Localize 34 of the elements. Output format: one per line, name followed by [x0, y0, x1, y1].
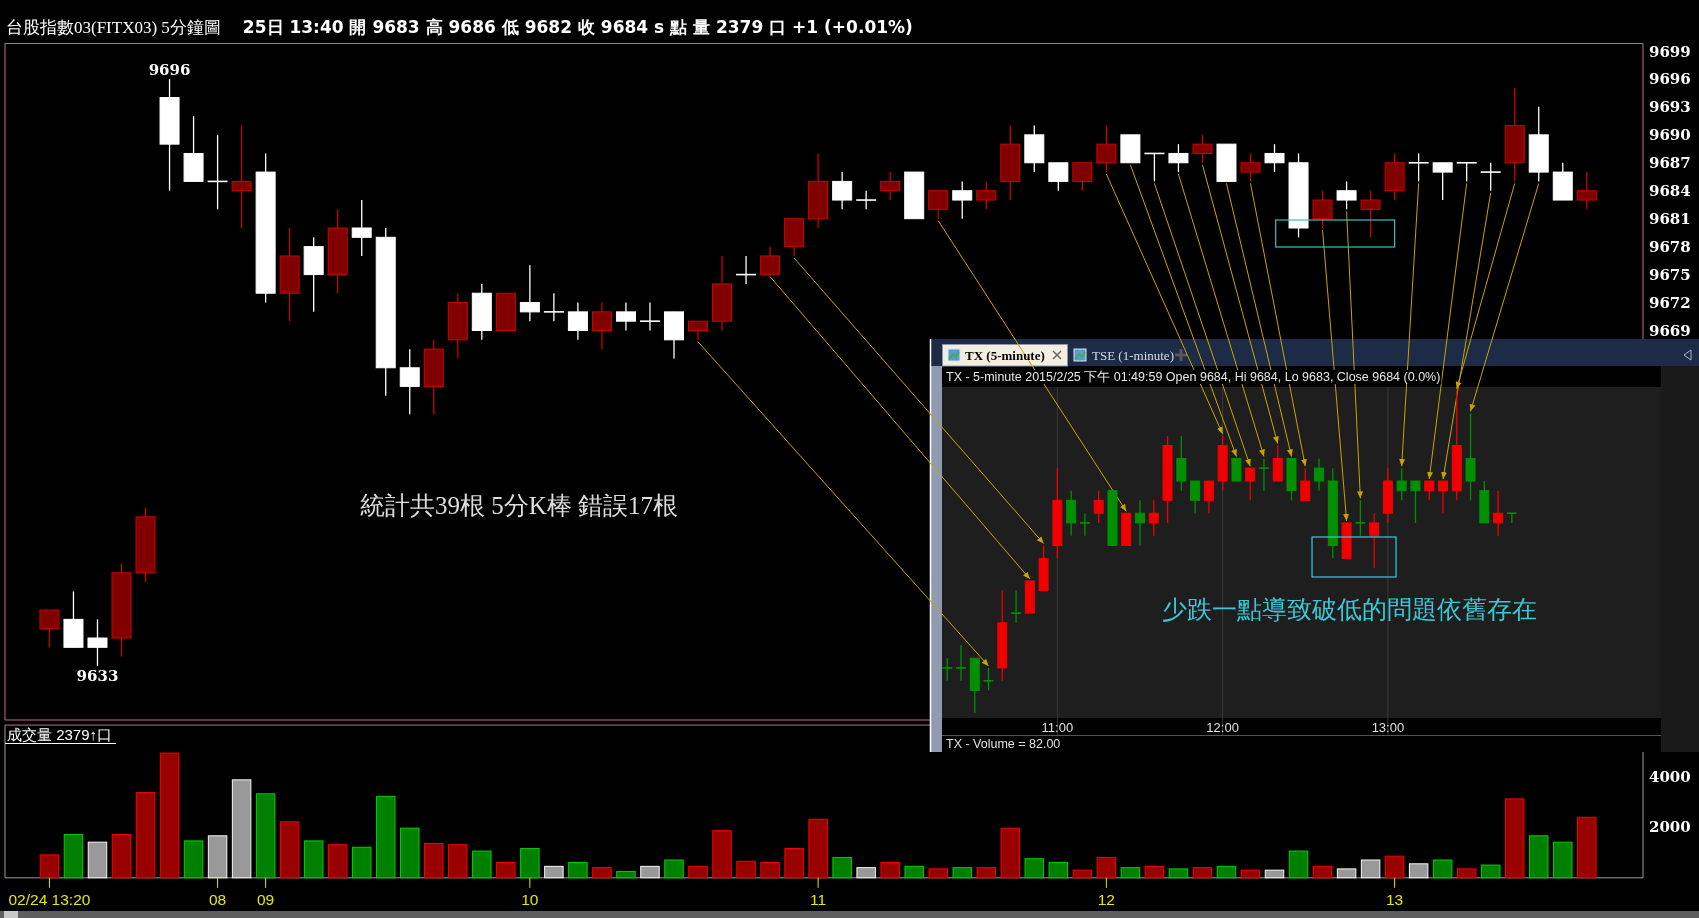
x-tick-label: 09	[257, 891, 275, 908]
x-tick-label: 13	[1386, 891, 1404, 908]
chart-title: TX - 5-minute 2015/2/25 下午 01:49:59 Open 9684, Hi 9684, Lo 9683, Close 9684 (0.0%)	[946, 370, 1441, 384]
y-tick-label: 9693	[1649, 98, 1691, 117]
x-tick-label: 12:00	[1206, 720, 1239, 735]
y-tick-label: 9684	[1649, 182, 1691, 201]
x-tick-label: 11:00	[1041, 720, 1074, 735]
x-tick-label: 12	[1097, 891, 1115, 908]
y-tick-label: 2000	[1649, 818, 1691, 837]
x-tick-label: 13:00	[1371, 720, 1405, 735]
y-tick-label: 9675	[1649, 266, 1691, 285]
chart-title: 成交量 2379↑口	[7, 726, 113, 743]
y-tick-label: 9690	[1649, 126, 1691, 145]
y-tick-label: 9687	[1649, 154, 1691, 173]
y-tick-label: 9699	[1649, 42, 1691, 61]
y-tick-label: 4000	[1649, 767, 1691, 786]
y-tick-label: 9681	[1649, 210, 1691, 229]
annotation: 少跌一點導致破低的問題依舊存在	[1162, 595, 1537, 624]
x-tick-label: 10	[521, 891, 539, 908]
chart-title: 台股指數03(FITX03) 5分鐘圖	[6, 18, 221, 37]
y-tick-label: 9669	[1649, 322, 1691, 341]
x-tick-label: 11	[810, 891, 827, 908]
y-tick-label: 9696	[1649, 70, 1691, 89]
chart-subtitle: 25日 13:40 開 9683 高 9686 低 9682 收 9684 s 點 量 2379 口 +1 (+0.01%)	[242, 17, 913, 37]
x-tick-label: 02/24 13:20	[8, 891, 91, 908]
annotation: 9696	[148, 60, 191, 79]
y-tick-label: 9678	[1649, 238, 1691, 257]
y-tick-label: 9672	[1649, 294, 1691, 313]
annotation: 統計共39根 5分K棒 錯誤17根	[360, 492, 679, 519]
annotation: TX (5-minute)	[965, 348, 1045, 363]
annotation: TX - Volume = 82.00	[946, 737, 1061, 751]
annotation: 9633	[76, 666, 119, 685]
x-tick-label: 08	[208, 891, 227, 908]
annotation: TSE (1-minute)	[1092, 348, 1174, 363]
